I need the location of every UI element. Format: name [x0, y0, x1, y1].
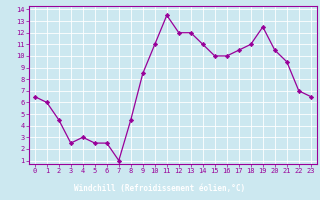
Text: Windchill (Refroidissement éolien,°C): Windchill (Refroidissement éolien,°C): [75, 184, 245, 193]
